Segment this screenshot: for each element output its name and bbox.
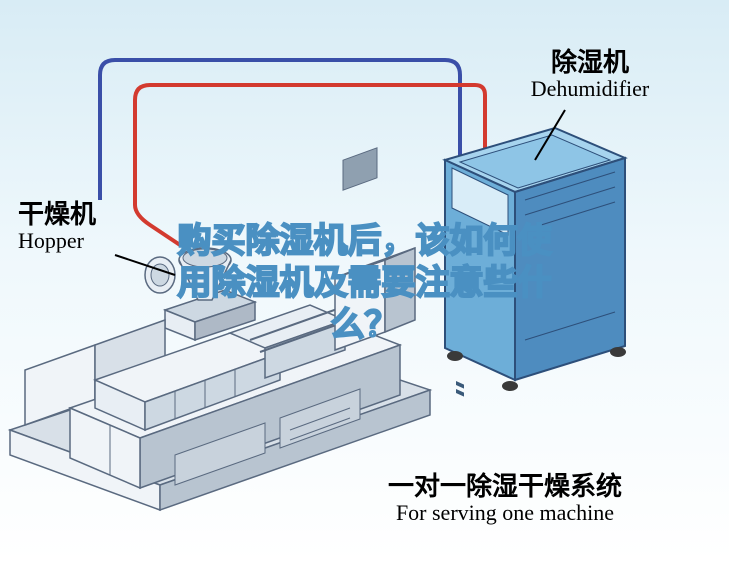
pipe-blue — [100, 60, 460, 200]
dehumidifier-unit — [445, 128, 626, 397]
pipe-red — [135, 85, 485, 245]
system-diagram — [0, 0, 729, 561]
